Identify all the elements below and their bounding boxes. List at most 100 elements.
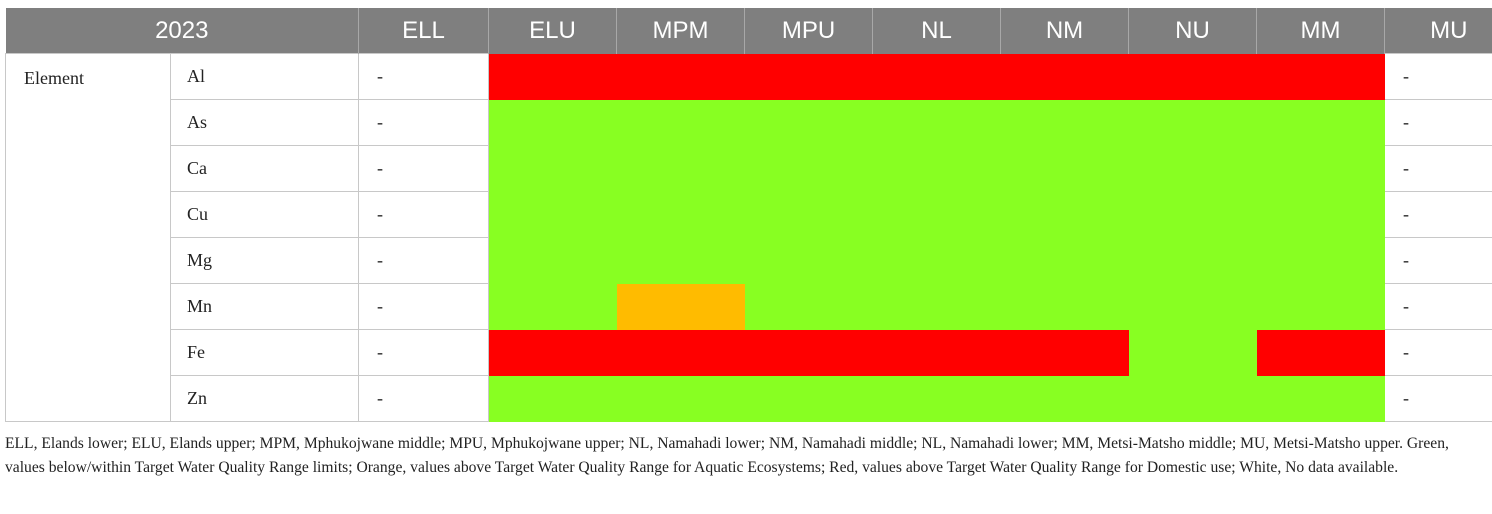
header-elu: ELU — [488, 8, 617, 54]
mu-value: - — [1384, 145, 1492, 192]
header-nl: NL — [872, 8, 1001, 54]
ell-value: - — [358, 53, 490, 100]
status-cell-green — [1000, 191, 1129, 238]
status-cell-red — [1256, 329, 1385, 376]
status-cell-green — [744, 237, 873, 284]
status-cell-green — [1256, 99, 1385, 146]
status-cell-green — [744, 145, 873, 192]
status-cell-red — [872, 329, 1001, 376]
status-cell-green — [1000, 237, 1129, 284]
ell-value: - — [358, 191, 490, 238]
status-cell-green — [872, 145, 1001, 192]
status-cell-green — [1128, 237, 1257, 284]
ell-value: - — [358, 99, 490, 146]
status-cell-green — [872, 283, 1001, 330]
mu-value: - — [1384, 53, 1492, 100]
water-quality-table: 2023 ELL ELU MPM MPU NL NM NU MM MU Elem… — [5, 8, 1492, 422]
status-cell-green — [1000, 145, 1129, 192]
element-name: Mn — [169, 283, 360, 330]
status-cell-green — [1128, 329, 1257, 376]
ell-value: - — [358, 329, 490, 376]
status-cell-green — [1256, 237, 1385, 284]
status-cell-green — [488, 237, 617, 284]
status-cell-green — [872, 375, 1001, 422]
status-cell-green — [744, 99, 873, 146]
table-body: Element Al - - As - - Ca - - Cu - - Mg - - Mn - - Fe - - Zn - - — [5, 53, 1492, 422]
status-cell-green — [872, 99, 1001, 146]
status-cell-green — [1128, 283, 1257, 330]
table-caption: ELL, Elands lower; ELU, Elands upper; MP… — [5, 435, 1449, 476]
header-ell: ELL — [358, 8, 489, 54]
status-cell-green — [872, 237, 1001, 284]
element-name: Mg — [169, 237, 360, 284]
header-mpu: MPU — [744, 8, 873, 54]
water-quality-table-container: 2023 ELL ELU MPM MPU NL NM NU MM MU Elem… — [5, 8, 1492, 422]
status-cell-red — [872, 53, 1001, 100]
header-nu: NU — [1128, 8, 1257, 54]
table-row: Mn - - — [6, 283, 1492, 330]
ell-value: - — [358, 375, 490, 422]
table-row: Mg - - — [6, 237, 1492, 284]
status-cell-green — [488, 145, 617, 192]
table-row: Zn - - — [6, 375, 1492, 422]
table-row: Element Al - - — [5, 53, 1492, 422]
status-cell-red — [1256, 53, 1385, 100]
table-row: Fe - - — [6, 329, 1492, 376]
status-cell-green — [1128, 99, 1257, 146]
mu-value: - — [1384, 237, 1492, 284]
status-cell-green — [616, 145, 745, 192]
status-cell-green — [616, 191, 745, 238]
mu-value: - — [1384, 283, 1492, 330]
element-name: Zn — [169, 375, 360, 422]
table-row: As - - — [6, 99, 1492, 146]
element-name: Fe — [169, 329, 360, 376]
header-mpm: MPM — [616, 8, 745, 54]
status-cell-green — [1256, 191, 1385, 238]
mu-value: - — [1384, 99, 1492, 146]
status-cell-green — [1128, 145, 1257, 192]
status-cell-red — [744, 53, 873, 100]
status-cell-red — [1000, 329, 1129, 376]
status-cell-orange — [616, 283, 745, 330]
element-name: Al — [169, 53, 360, 100]
table-row: Cu - - — [6, 191, 1492, 238]
status-cell-red — [488, 53, 617, 100]
status-cell-red — [744, 329, 873, 376]
status-cell-green — [616, 375, 745, 422]
header-mu: MU — [1384, 8, 1492, 54]
status-cell-green — [1000, 283, 1129, 330]
status-cell-green — [616, 237, 745, 284]
status-cell-red — [616, 329, 745, 376]
mu-value: - — [1384, 191, 1492, 238]
status-cell-green — [744, 283, 873, 330]
header-nm: NM — [1000, 8, 1129, 54]
status-cell-green — [1256, 283, 1385, 330]
status-cell-green — [616, 99, 745, 146]
status-cell-green — [488, 283, 617, 330]
status-cell-green — [488, 375, 617, 422]
header-year: 2023 — [5, 8, 359, 54]
status-cell-red — [1000, 53, 1129, 100]
status-cell-red — [1128, 53, 1257, 100]
ell-value: - — [358, 237, 490, 284]
header-row: 2023 ELL ELU MPM MPU NL NM NU MM MU — [5, 8, 1492, 54]
element-name: Ca — [169, 145, 360, 192]
ell-value: - — [358, 283, 490, 330]
element-name: As — [169, 99, 360, 146]
row-group-label: Element — [5, 53, 171, 422]
status-cell-red — [488, 329, 617, 376]
status-cell-green — [872, 191, 1001, 238]
status-cell-red — [616, 53, 745, 100]
status-cell-green — [1256, 145, 1385, 192]
table-row: Ca - - — [6, 145, 1492, 192]
mu-value: - — [1384, 329, 1492, 376]
status-cell-green — [1000, 99, 1129, 146]
status-cell-green — [1128, 375, 1257, 422]
status-cell-green — [744, 375, 873, 422]
status-cell-green — [488, 191, 617, 238]
status-cell-green — [1128, 191, 1257, 238]
element-name: Cu — [169, 191, 360, 238]
status-cell-green — [1000, 375, 1129, 422]
mu-value: - — [1384, 375, 1492, 422]
ell-value: - — [358, 145, 490, 192]
